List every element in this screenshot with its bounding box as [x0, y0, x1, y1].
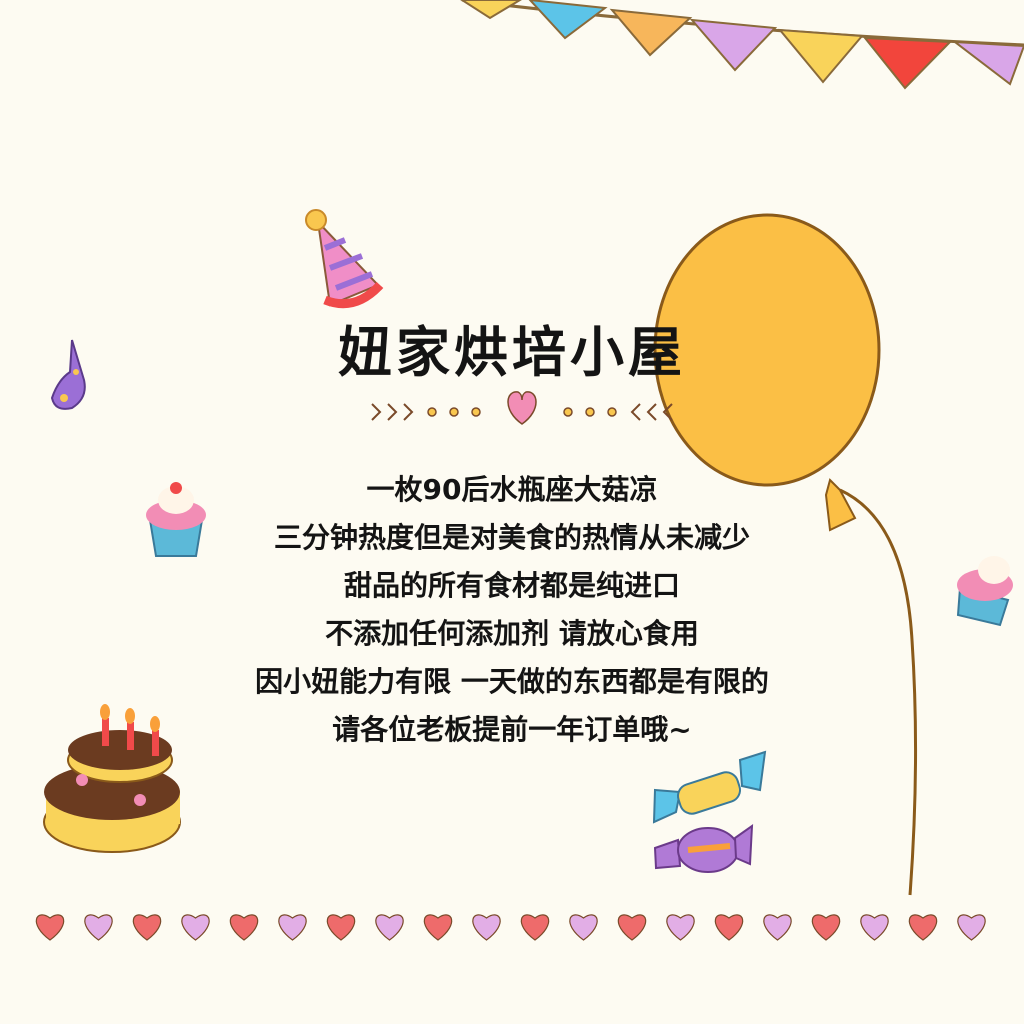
party-horn-icon: [50, 339, 86, 410]
heart-icon: [714, 914, 744, 941]
heart-icon: [507, 391, 537, 425]
heart-icon: [423, 914, 453, 941]
heart-icon: [520, 914, 550, 941]
heart-border: [35, 914, 986, 941]
intro-text: 一枚90后水瓶座大菇凉 三分钟热度但是对美食的热情从未减少 甜品的所有食材都是纯…: [0, 466, 1024, 754]
bunting-flags: [460, 0, 1024, 90]
intro-line: 甜品的所有食材都是纯进口: [343, 569, 680, 602]
heart-icon: [860, 914, 889, 941]
balloon-icon: [653, 213, 918, 896]
heart-icon: [763, 914, 792, 941]
heart-icon: [908, 914, 938, 941]
heart-icon: [84, 914, 113, 941]
divider-ornament: [371, 391, 673, 425]
heart-icon: [229, 914, 259, 941]
heart-icon: [375, 914, 404, 941]
cupcake-icon-right: [956, 556, 1013, 627]
heart-icon: [957, 914, 986, 941]
heart-icon: [811, 914, 841, 941]
page-title: 妞家烘培小屋: [338, 321, 686, 384]
intro-line: 不添加任何添加剂 请放心食用: [325, 617, 699, 650]
birthday-cake-icon: [43, 704, 181, 853]
heart-icon: [666, 914, 695, 941]
intro-line: 一枚90后水瓶座大菇凉: [366, 473, 658, 506]
heart-icon: [181, 914, 210, 941]
cupcake-icon: [146, 482, 206, 557]
heart-icon: [326, 914, 356, 941]
party-hat-icon: [305, 209, 384, 309]
heart-icon: [35, 914, 65, 941]
heart-icon: [617, 914, 647, 941]
heart-icon: [278, 914, 307, 941]
heart-icon: [132, 914, 162, 941]
heart-icon: [569, 914, 598, 941]
intro-line: 因小妞能力有限 一天做的东西都是有限的: [255, 665, 769, 698]
heart-icon: [472, 914, 501, 941]
intro-line: 三分钟热度但是对美食的热情从未减少: [273, 521, 750, 554]
intro-line: 请各位老板提前一年订单哦~: [332, 713, 692, 746]
candy-icon: [652, 750, 767, 873]
